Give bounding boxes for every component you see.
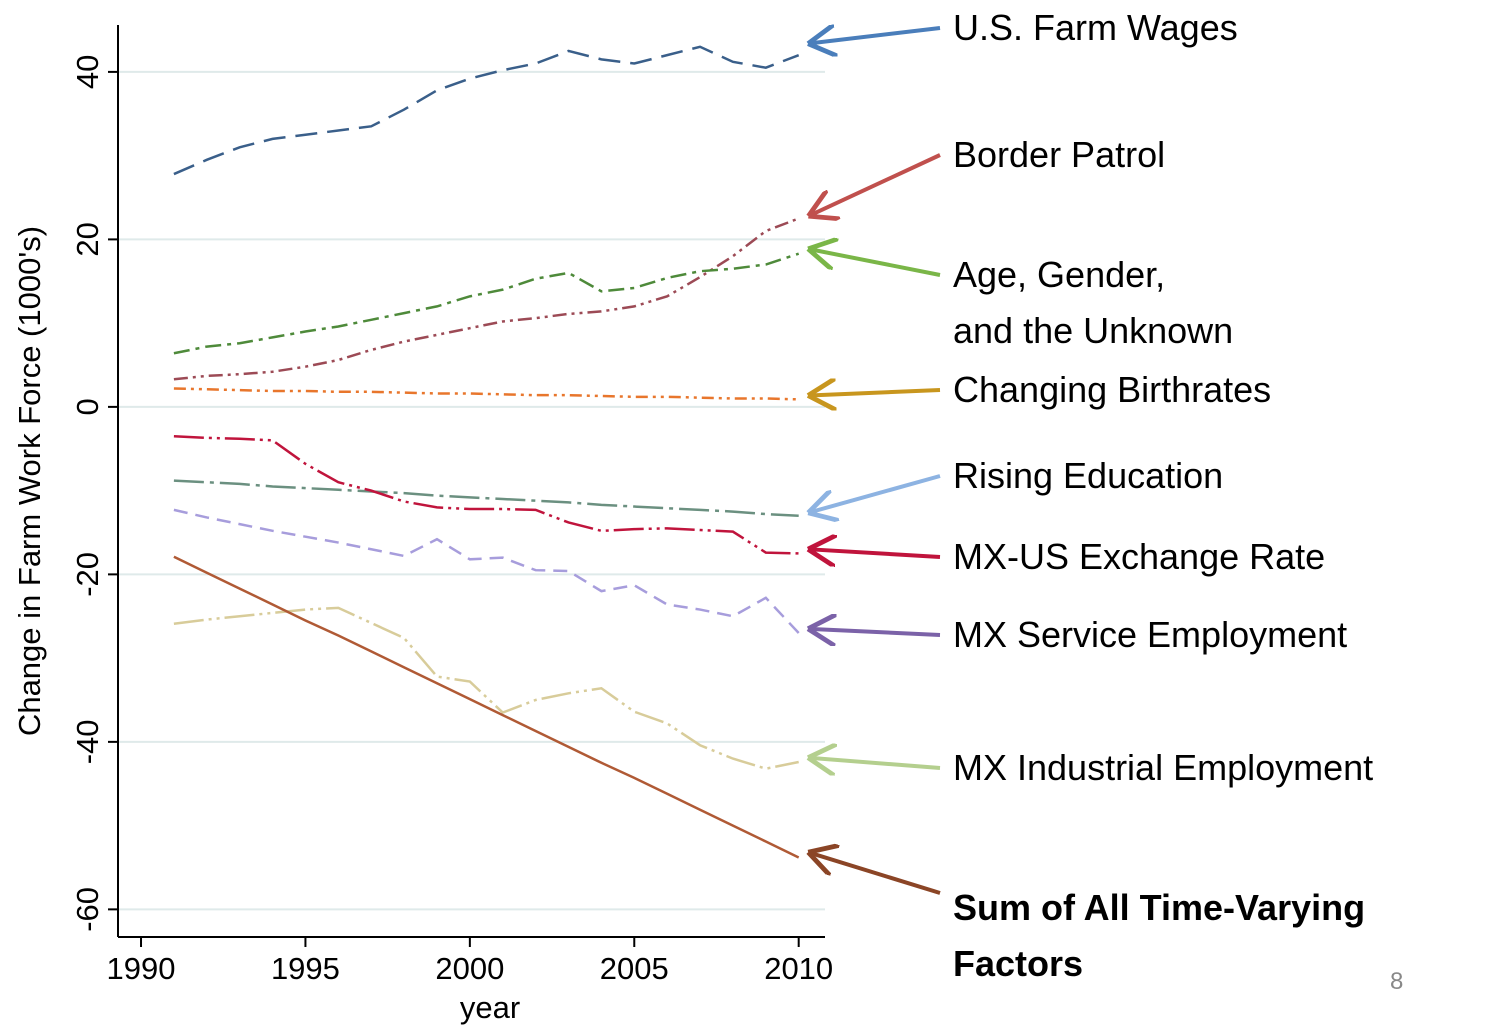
annotation-label: MX Industrial Employment [953,747,1374,788]
y-tick-label: 20 [70,222,105,256]
y-tick-label: -20 [70,552,105,597]
series-line [173,434,799,555]
y-axis-title: Change in Farm Work Force (1000's) [12,226,47,736]
series-line [173,479,799,518]
x-tick-label: 1995 [271,951,340,986]
x-tick-label: 2005 [600,951,669,986]
series-line [173,45,800,176]
annotation-label: Border Patrol [953,134,1166,175]
annotation-label: Sum of All Time-Varying Factors [953,887,1366,984]
series-line [173,387,799,401]
y-tick-label: -40 [70,719,105,764]
series-line [173,555,800,859]
annotation-arrow [812,28,941,43]
annotation-arrow [812,758,941,768]
annotation-arrow [812,390,941,395]
y-tick-label: -60 [70,887,105,932]
page-number: 8 [1390,968,1404,995]
annotation-arrow [812,629,941,635]
annotation-label: Age, Gender, and the Unknown [953,254,1234,351]
annotation-label: Changing Birthrates [953,369,1272,410]
x-tick-label: 2010 [764,951,833,986]
annotation-arrow [812,549,941,557]
annotation-arrow [812,853,941,895]
x-tick-label: 2000 [435,951,504,986]
annotation-label: MX Service Employment [953,614,1348,655]
annotation-label: MX-US Exchange Rate [953,536,1326,577]
series-line [173,252,800,355]
x-tick-label: 1990 [107,951,176,986]
annotation-label: Rising Education [953,455,1224,496]
annotation-arrow [812,474,941,512]
series-line [173,606,799,770]
annotation-arrow [812,250,941,277]
annotation-arrow [812,153,941,214]
annotation-label: U.S. Farm Wages [953,7,1238,48]
y-tick-label: 0 [70,398,105,415]
x-axis-title: year [460,990,520,1025]
series-line [173,217,800,381]
y-tick-label: 40 [70,55,105,89]
